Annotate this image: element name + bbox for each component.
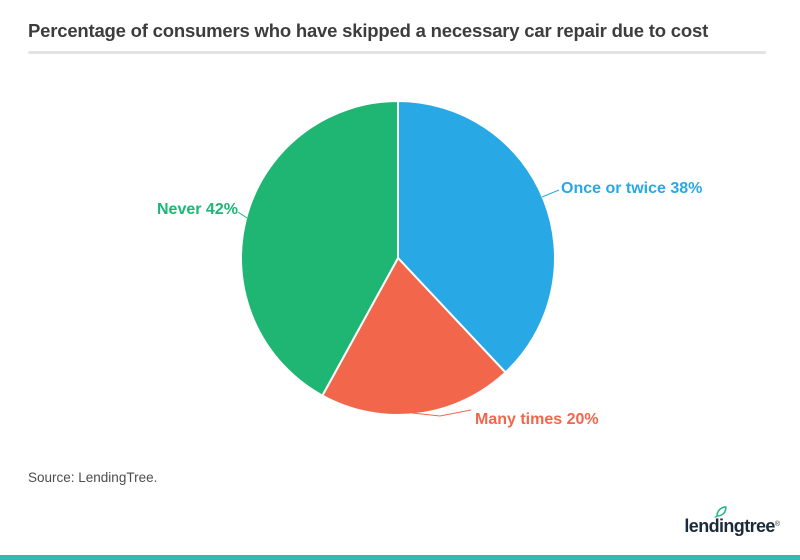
logo-wordmark: lendingtree bbox=[684, 516, 775, 536]
title-divider bbox=[28, 51, 766, 54]
leader-line-many-times bbox=[411, 409, 472, 417]
chart-title: Percentage of consumers who have skipped… bbox=[28, 20, 709, 41]
slice-label-never: Never 42% bbox=[157, 201, 238, 218]
slice-label-many-times: Many times 20% bbox=[475, 411, 599, 428]
pie-slice-never bbox=[240, 100, 399, 397]
lendingtree-logo: lendingtree® bbox=[684, 506, 780, 539]
slice-label-once-or-twice: Once or twice 38% bbox=[561, 180, 703, 197]
brand-footer-bar bbox=[0, 555, 800, 560]
leader-line-once-or-twice bbox=[541, 189, 560, 198]
pie-slice-once-or-twice bbox=[397, 100, 556, 374]
registered-mark: ® bbox=[774, 521, 780, 528]
pie-slices bbox=[240, 100, 556, 416]
source-note: Source: LendingTree. bbox=[28, 470, 158, 485]
leaf-icon bbox=[714, 506, 728, 518]
leader-line-never bbox=[237, 211, 248, 219]
